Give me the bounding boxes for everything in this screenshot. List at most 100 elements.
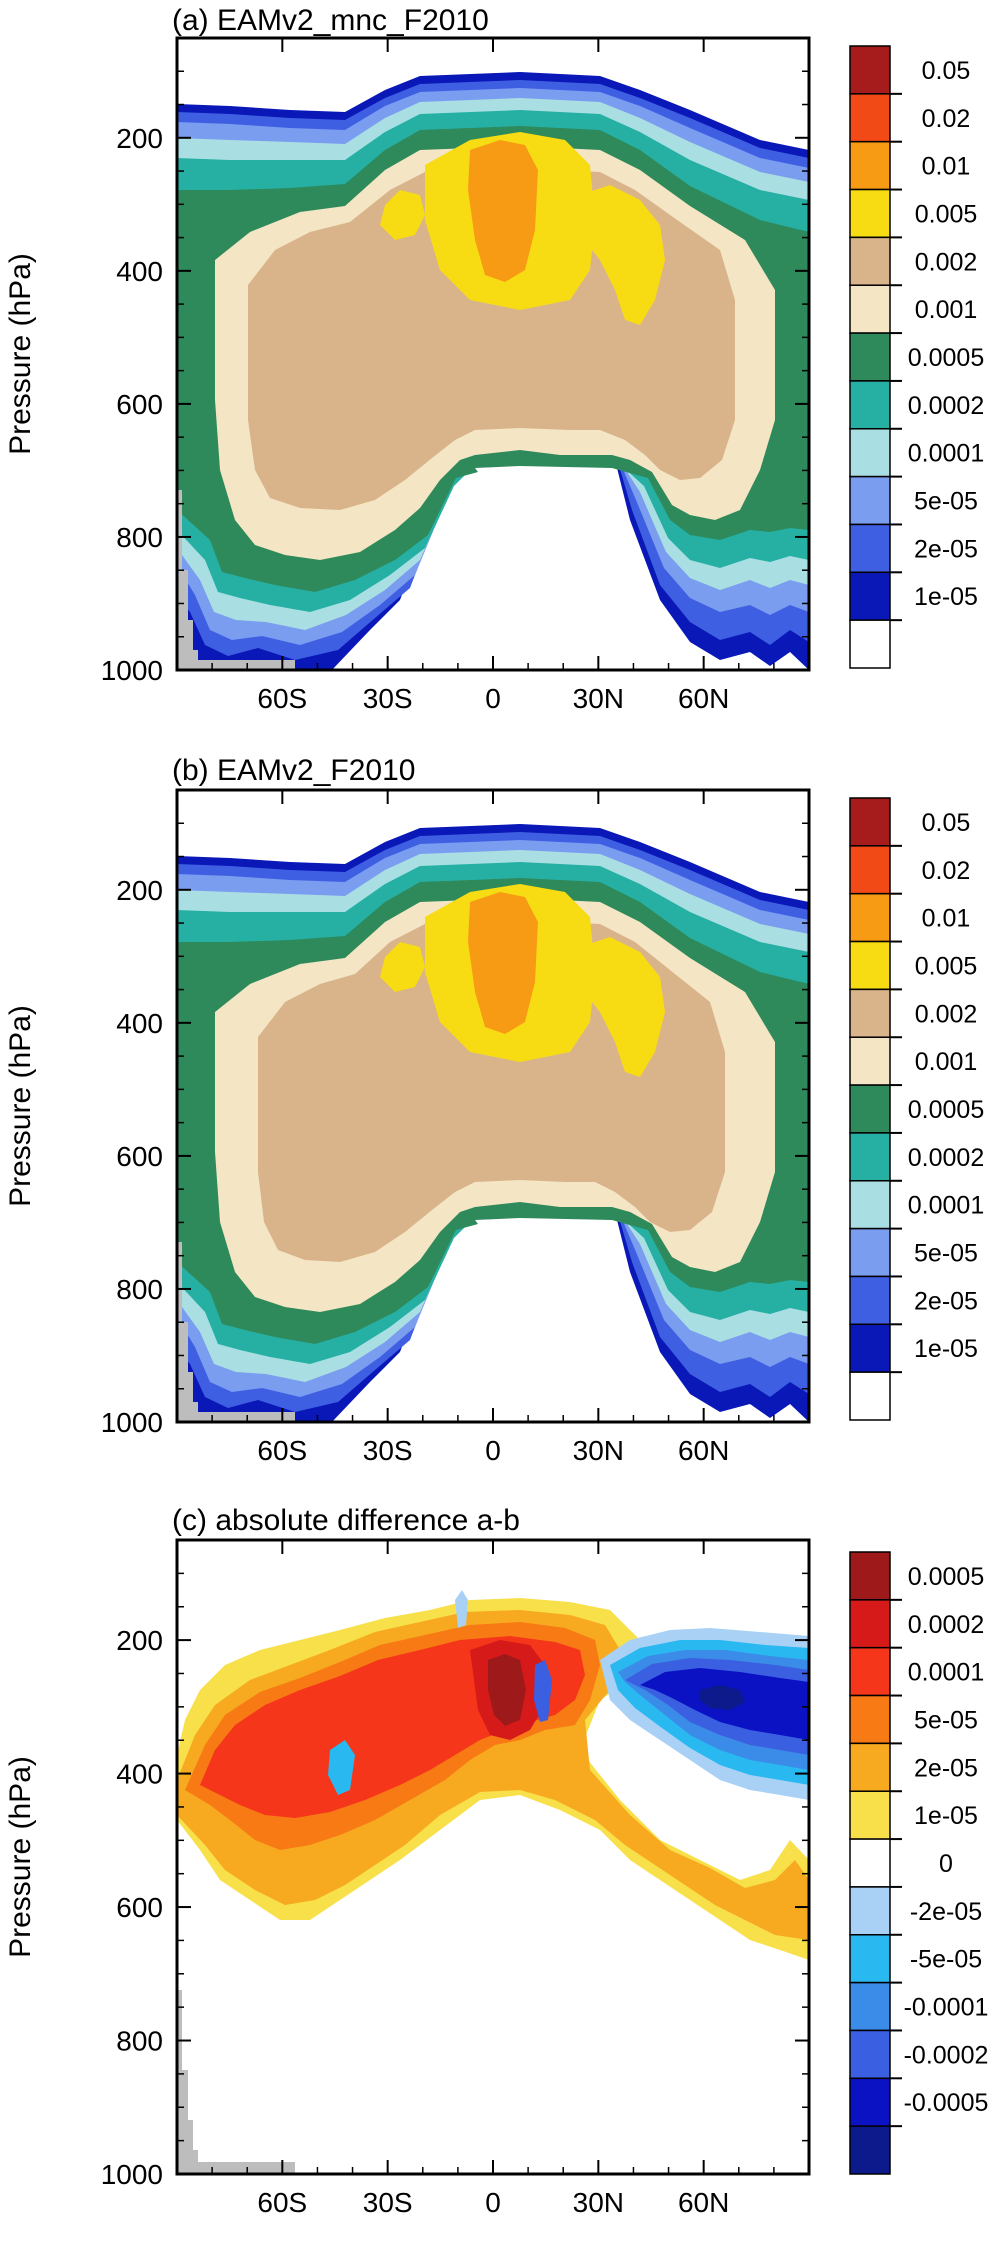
colorbar-label: 5e-05	[914, 1706, 978, 1734]
y-tick-label: 600	[116, 389, 163, 420]
colorbar-swatch	[849, 797, 891, 847]
panel-b-band-0.005c	[580, 937, 665, 1077]
colorbar-swatch	[849, 892, 891, 943]
panel-a-ylabel: Pressure (hPa)	[4, 253, 37, 455]
panel-c-cell-neg-c	[534, 1660, 552, 1722]
x-tick-label: 0	[485, 683, 501, 714]
colorbar-label: 0.0002	[908, 392, 984, 420]
x-tick-label: 60N	[678, 2187, 729, 2218]
colorbar-label: 0	[939, 1850, 953, 1878]
colorbar-swatch	[849, 45, 891, 95]
y-tick-label: 200	[116, 1625, 163, 1656]
colorbar-swatch	[849, 571, 891, 621]
colorbar-label: 0.001	[915, 296, 978, 324]
colorbar-swatch	[849, 1275, 891, 1326]
panel-c-surface-mask	[177, 1990, 295, 2174]
colorbar-swatch	[849, 845, 891, 895]
x-tick-label: 0	[485, 1435, 501, 1466]
colorbar-label: 2e-05	[914, 535, 978, 563]
colorbar-swatch	[849, 1227, 891, 1278]
x-tick-label: 60N	[678, 683, 729, 714]
colorbar-label: 0.0005	[908, 1096, 984, 1124]
colorbar-swatch	[849, 523, 891, 574]
x-tick-label: 30N	[573, 2187, 624, 2218]
y-tick-label: 400	[116, 1759, 163, 1790]
panel-a-surface-mask	[177, 490, 295, 670]
colorbar-swatch	[849, 1981, 891, 2032]
colorbar-label: 1e-05	[914, 1335, 978, 1363]
colorbar-swatch	[849, 1323, 891, 1373]
colorbar-swatch	[849, 1838, 891, 1888]
x-tick-label: 60N	[678, 1435, 729, 1466]
colorbar-swatch	[849, 1886, 891, 1936]
panel-c-band-0.0005	[488, 1654, 526, 1726]
colorbar-label: 0.02	[922, 857, 971, 885]
colorbar-label: -0.0005	[904, 2089, 989, 2117]
colorbar-swatch	[849, 284, 891, 334]
colorbar-swatch	[849, 188, 891, 239]
panel-c-ylabel: Pressure (hPa)	[4, 1756, 37, 1958]
colorbar-swatch	[849, 1084, 891, 1134]
panel-a: (a) EAMv2_mnc_F2010 Pressure (hPa) 60S 30…	[4, 4, 984, 714]
y-tick-label: 800	[116, 1274, 163, 1305]
colorbar-swatch	[849, 2125, 891, 2175]
panel-b-axes: 60S 30S 0 30N 60N 200 400 600 800 1000	[101, 790, 809, 1466]
colorbar-swatch	[849, 1371, 891, 1421]
panel-b-band-0.01	[468, 892, 538, 1034]
colorbar-swatch	[849, 1180, 891, 1230]
panel-b-title: (b) EAMv2_F2010	[172, 754, 415, 787]
panel-b-colorbar: 0.05 0.02 0.01 0.005 0.002 0.001 0.0005 0.0002 0…	[849, 797, 984, 1421]
colorbar-label: -5e-05	[910, 1946, 982, 1974]
x-tick-label: 30N	[573, 683, 624, 714]
x-tick-label: 30S	[363, 2187, 413, 2218]
colorbar-label: 0.0005	[908, 344, 984, 372]
panel-c-colorbar: 0.0005 0.0002 0.0001 5e-05 2e-05 1e-05 0 -2e-05…	[849, 1551, 989, 2175]
colorbar-swatch	[849, 1036, 891, 1086]
colorbar-swatch	[849, 619, 891, 669]
y-tick-label: 400	[116, 256, 163, 287]
colorbar-label: 0.001	[915, 1048, 978, 1076]
y-tick-label: 200	[116, 875, 163, 906]
panel-a-band-0.005c	[580, 185, 665, 325]
colorbar-label: -0.0001	[904, 1994, 989, 2022]
x-tick-label: 30S	[363, 683, 413, 714]
colorbar-label: 1e-05	[914, 583, 978, 611]
colorbar-label: 2e-05	[914, 1754, 978, 1782]
x-tick-label: 60S	[257, 1435, 307, 1466]
x-tick-label: 30S	[363, 1435, 413, 1466]
panel-c-cell-neg-b	[455, 1590, 468, 1628]
panel-b-surface-mask	[177, 1242, 295, 1422]
colorbar-swatch	[849, 93, 891, 143]
panel-c-title: (c) absolute difference a-b	[172, 1504, 520, 1537]
colorbar-label: 0.05	[922, 57, 971, 85]
colorbar-swatch	[849, 1694, 891, 1745]
panel-a-title: (a) EAMv2_mnc_F2010	[172, 4, 489, 37]
colorbar-swatch	[849, 1934, 891, 1984]
panel-c-field	[177, 1590, 809, 2174]
panel-a-band-0.01	[468, 140, 538, 282]
colorbar-label: -2e-05	[910, 1898, 982, 1926]
colorbar-swatch	[849, 1790, 891, 1840]
colorbar-label: 0.005	[915, 200, 978, 228]
colorbar-label: 0.0002	[908, 1144, 984, 1172]
colorbar-swatch	[849, 428, 891, 478]
colorbar-swatch	[849, 940, 891, 991]
y-tick-label: 600	[116, 1892, 163, 1923]
panel-c-axes: 60S 30S 0 30N 60N 200 400 600 800 1000	[101, 1540, 809, 2218]
colorbar-swatch	[849, 988, 891, 1038]
x-tick-label: 60S	[257, 2187, 307, 2218]
colorbar-swatch	[849, 332, 891, 382]
colorbar-label: 1e-05	[914, 1802, 978, 1830]
colorbar-label: 0.005	[915, 952, 978, 980]
y-tick-label: 1000	[101, 1407, 163, 1438]
panel-b-field	[177, 824, 809, 1422]
colorbar-swatch	[849, 140, 891, 191]
panel-c-cell-neg-a	[328, 1740, 355, 1795]
colorbar-swatch	[849, 1551, 891, 1601]
colorbar-label: 2e-05	[914, 1287, 978, 1315]
y-tick-label: 400	[116, 1008, 163, 1039]
colorbar-label: 0.002	[915, 248, 978, 276]
colorbar-label: 0.05	[922, 809, 971, 837]
colorbar-swatch	[849, 236, 891, 286]
colorbar-swatch	[849, 1132, 891, 1182]
